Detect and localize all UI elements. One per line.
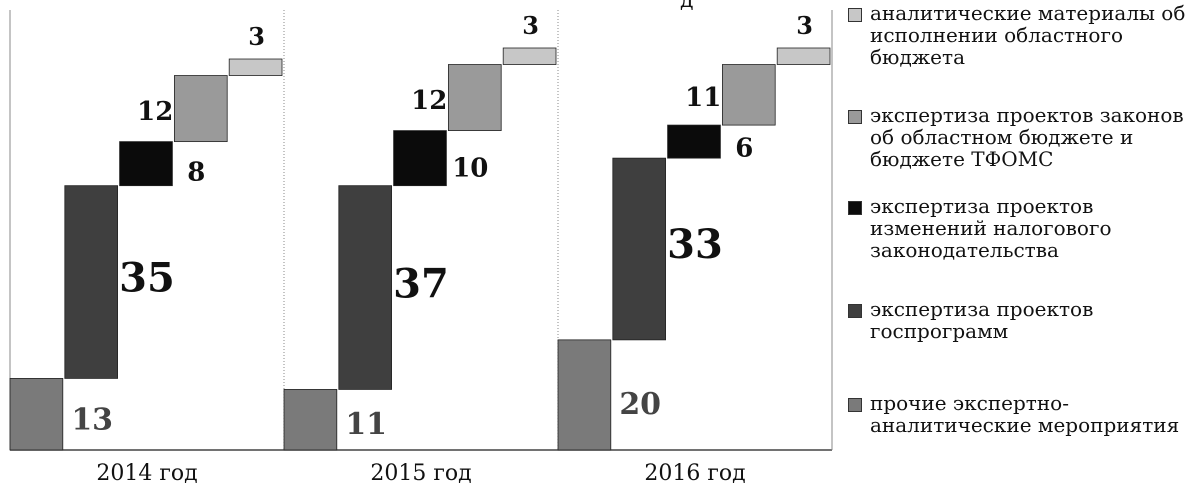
legend-swatch [848, 201, 862, 215]
category-label: 2016 год [644, 461, 745, 486]
legend-label: аналитические материалы об исполнении об… [870, 1, 1186, 69]
bar-segment [393, 130, 447, 187]
legend-item-tax-expertise: экспертиза проектов изменений налогового… [848, 195, 1197, 261]
legend-item-budget-expertise: экспертиза проектов законов об областном… [848, 104, 1197, 170]
chart-title-fragment: д [680, 0, 694, 13]
legend-swatch [848, 398, 862, 412]
legend-label: прочие экспертно-аналитические мероприят… [870, 391, 1180, 437]
data-label: 35 [119, 255, 175, 302]
data-label: 3 [796, 11, 813, 40]
legend-swatch [848, 110, 862, 124]
data-label: 3 [248, 22, 265, 51]
legend-swatch [848, 304, 862, 318]
category-label: 2014 год [96, 461, 197, 486]
data-label: 6 [735, 134, 753, 164]
data-label: 20 [619, 387, 661, 422]
data-label: 12 [137, 97, 173, 127]
bar-segment [776, 47, 831, 65]
legend-swatch [848, 8, 862, 22]
bar-segment [119, 141, 173, 187]
bar-segment [283, 389, 338, 451]
data-label: 12 [411, 86, 447, 116]
data-label: 11 [685, 83, 721, 113]
legend-label: экспертиза проектов госпрограмм [870, 297, 1094, 343]
data-label: 8 [187, 157, 205, 187]
legend-label: экспертиза проектов изменений налогового… [870, 194, 1112, 262]
bar-segment [667, 124, 721, 159]
legend-item-programs-expertise: экспертиза проектов госпрограмм [848, 298, 1197, 342]
bar-segment [338, 185, 392, 390]
legend-item-analytics: аналитические материалы об исполнении об… [848, 2, 1197, 68]
data-label: 33 [667, 221, 723, 268]
bar-segment [447, 64, 502, 132]
data-label: 13 [71, 402, 113, 437]
bar-segment [722, 64, 776, 126]
legend-item-other: прочие экспертно-аналитические мероприят… [848, 392, 1197, 436]
data-label: 37 [393, 261, 449, 308]
category-label: 2015 год [370, 461, 471, 486]
bar-segment [64, 185, 119, 379]
data-label: 10 [452, 153, 488, 183]
data-label: 3 [522, 11, 539, 40]
bar-segment [502, 47, 557, 65]
legend-label: экспертиза проектов законов об областном… [870, 103, 1184, 171]
bar-segment [228, 58, 283, 76]
bar-segment [9, 378, 64, 451]
bar-segment [557, 339, 612, 451]
bar-segment [612, 157, 666, 341]
data-label: 11 [345, 407, 387, 442]
bar-segment [173, 75, 228, 143]
